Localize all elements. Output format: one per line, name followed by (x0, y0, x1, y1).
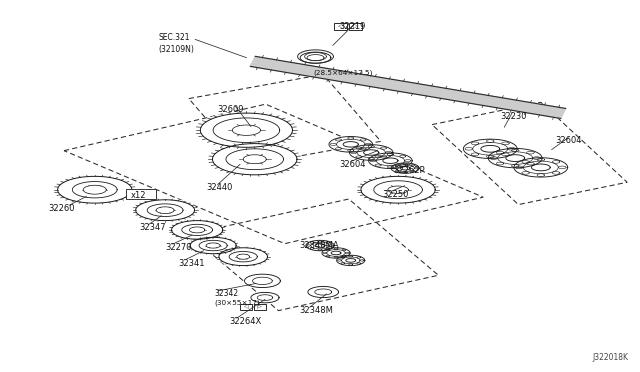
Text: (30×55×17): (30×55×17) (214, 299, 260, 305)
Polygon shape (244, 274, 280, 288)
Text: ▷: ▷ (257, 304, 262, 309)
Polygon shape (308, 286, 339, 298)
Bar (334, 23, 347, 30)
Text: ◁: ◁ (338, 23, 343, 30)
Polygon shape (134, 199, 196, 221)
Text: 32270: 32270 (165, 243, 191, 251)
Text: (28.5×64×17.5): (28.5×64×17.5) (314, 70, 373, 76)
FancyBboxPatch shape (126, 189, 156, 199)
Text: 32604: 32604 (339, 160, 365, 169)
Polygon shape (300, 52, 331, 63)
Polygon shape (189, 237, 237, 254)
Text: 32219: 32219 (339, 22, 365, 31)
Text: x12: x12 (131, 191, 147, 200)
Text: 32440: 32440 (206, 183, 232, 192)
Text: 32609: 32609 (218, 105, 244, 114)
Text: ◁: ◁ (243, 304, 248, 309)
Polygon shape (463, 139, 517, 158)
Text: 32262P: 32262P (394, 166, 425, 174)
Text: (32109N): (32109N) (159, 45, 195, 54)
Text: 32348M: 32348M (300, 306, 333, 315)
Polygon shape (329, 137, 372, 152)
Text: ▷: ▷ (353, 23, 358, 30)
Text: 32264X: 32264X (229, 317, 261, 326)
Polygon shape (306, 240, 334, 251)
Polygon shape (349, 145, 393, 160)
Polygon shape (170, 220, 224, 240)
Bar (349, 23, 362, 30)
Polygon shape (488, 148, 542, 168)
Bar (240, 304, 252, 310)
Polygon shape (210, 142, 300, 176)
Text: 32348MA: 32348MA (300, 241, 339, 250)
Text: 32604: 32604 (556, 136, 582, 145)
Polygon shape (56, 176, 134, 204)
Polygon shape (198, 112, 295, 148)
Polygon shape (391, 163, 419, 173)
Text: SEC.321: SEC.321 (159, 33, 190, 42)
Text: 32342: 32342 (214, 289, 239, 298)
Polygon shape (359, 176, 437, 204)
Text: 32347: 32347 (140, 223, 166, 232)
Polygon shape (218, 247, 269, 266)
Text: 32250: 32250 (383, 190, 409, 199)
Polygon shape (337, 255, 365, 266)
Text: 32260: 32260 (48, 204, 74, 213)
Polygon shape (369, 153, 412, 169)
Polygon shape (514, 158, 568, 177)
Polygon shape (250, 57, 566, 118)
Text: J322018K: J322018K (593, 353, 628, 362)
Polygon shape (251, 292, 279, 303)
Text: 32230: 32230 (500, 112, 527, 121)
Polygon shape (322, 248, 350, 258)
Text: 32341: 32341 (178, 259, 204, 267)
Bar (254, 304, 266, 310)
